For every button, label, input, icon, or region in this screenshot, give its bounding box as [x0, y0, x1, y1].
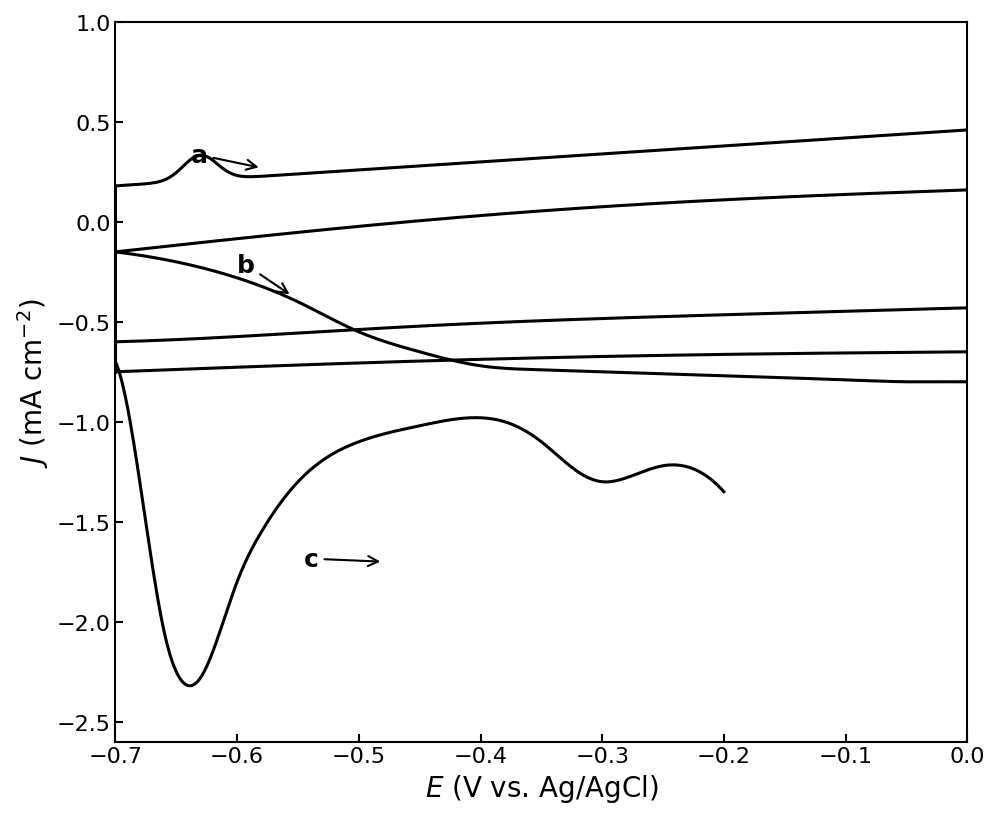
X-axis label: $\it{E}$ (V vs. Ag/AgCl): $\it{E}$ (V vs. Ag/AgCl) [425, 772, 658, 804]
Text: c: c [304, 547, 378, 571]
Y-axis label: $\it{J}$ (mA cm$^{-2}$): $\it{J}$ (mA cm$^{-2}$) [15, 297, 51, 467]
Text: a: a [191, 144, 256, 170]
Text: b: b [237, 254, 288, 294]
